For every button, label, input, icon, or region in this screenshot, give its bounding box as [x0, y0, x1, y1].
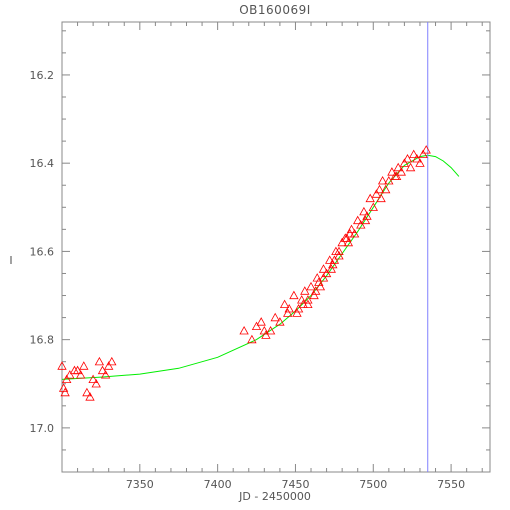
plot-frame: [61, 21, 491, 473]
observation-point: [318, 264, 329, 273]
observation-point: [82, 387, 92, 397]
observation-point: [292, 308, 302, 317]
x-tick-label: 7450: [281, 478, 309, 491]
observation-point: [315, 281, 326, 291]
observation-point: [349, 228, 360, 238]
observation-point: [309, 290, 319, 300]
observation-point: [343, 237, 354, 247]
observation-point: [76, 370, 86, 379]
observation-point: [421, 145, 431, 154]
observation-point: [311, 286, 321, 295]
observation-point: [283, 308, 293, 317]
observation-point: [261, 330, 271, 339]
observation-point: [325, 255, 335, 264]
y-tick-label: 16.6: [30, 245, 55, 258]
tick-labels: 7350 7400 7450 7500 7550 16.2 16.4 16.6 16.8 17.0: [30, 69, 466, 491]
observation-point: [412, 153, 422, 163]
observation-point: [396, 167, 406, 176]
observation-point: [60, 387, 70, 397]
y-tick-label: 16.4: [30, 157, 55, 170]
observation-point: [360, 215, 371, 225]
observation-point: [321, 268, 332, 278]
observation-point: [334, 250, 344, 260]
observation-point: [371, 189, 382, 198]
observation-point: [289, 290, 299, 300]
observation-point: [247, 334, 257, 344]
observation-point: [381, 184, 391, 194]
observation-point: [391, 171, 402, 181]
observation-point: [100, 370, 111, 379]
observation-point: [62, 374, 72, 384]
y-tick-label: 16.2: [30, 69, 55, 82]
observation-point: [306, 281, 316, 291]
x-axis-label: JD - 2450000: [238, 490, 311, 503]
observations-layer: [57, 145, 431, 401]
observation-point: [399, 158, 410, 167]
x-tick-label: 7500: [359, 478, 387, 491]
observation-point: [65, 370, 75, 379]
observation-point: [326, 264, 336, 273]
observation-point: [293, 303, 304, 313]
observation-point: [342, 233, 352, 242]
observation-point: [318, 273, 329, 282]
observation-point: [329, 255, 340, 264]
plot-border: [61, 21, 491, 473]
observation-point: [384, 175, 394, 185]
observation-point: [345, 228, 355, 238]
observation-point: [393, 162, 403, 172]
observation-point: [337, 237, 347, 247]
observation-point: [415, 158, 425, 167]
observation-point: [57, 361, 67, 370]
observation-point: [365, 193, 375, 203]
observation-point: [409, 149, 419, 159]
observation-point: [275, 317, 285, 326]
observation-point: [91, 378, 101, 388]
chart-title: OB160069I: [239, 3, 311, 17]
y-tick-label: 17.0: [30, 422, 55, 435]
x-tick-label: 7350: [126, 478, 154, 491]
observation-point: [85, 392, 95, 401]
observation-point: [104, 361, 114, 370]
observation-point: [402, 153, 413, 163]
observation-point: [259, 325, 269, 335]
observation-point: [94, 356, 105, 366]
observation-point: [377, 175, 388, 185]
observation-point: [374, 184, 385, 194]
model-layer: [61, 154, 460, 380]
observation-point: [359, 206, 369, 216]
observation-point: [270, 312, 280, 322]
observation-point: [356, 220, 366, 229]
observation-point: [303, 299, 313, 309]
observation-point: [88, 374, 98, 384]
observation-point: [340, 233, 350, 242]
observation-point: [387, 167, 397, 176]
observation-point: [72, 365, 83, 375]
y-axis-label: I: [9, 254, 12, 267]
observation-point: [300, 286, 310, 295]
observation-point: [334, 246, 344, 256]
y-tick-label: 16.8: [30, 334, 55, 347]
observation-point: [376, 193, 386, 203]
observation-point: [303, 295, 313, 304]
observation-point: [251, 321, 262, 331]
observation-point: [405, 162, 416, 172]
observation-point: [353, 215, 363, 225]
observation-point: [265, 325, 276, 335]
observation-point: [279, 299, 290, 309]
observation-point: [239, 325, 249, 335]
observation-point: [314, 277, 324, 286]
x-tick-label: 7400: [204, 478, 232, 491]
observation-point: [418, 149, 428, 159]
observation-point: [298, 299, 308, 309]
x-tick-label: 7550: [437, 478, 465, 491]
observation-point: [97, 365, 108, 375]
model-curve: [61, 154, 460, 380]
observation-point: [256, 317, 266, 326]
observation-point: [79, 361, 89, 370]
observation-point: [368, 202, 378, 211]
observation-point: [107, 356, 117, 366]
axis-ticks: [62, 22, 490, 473]
